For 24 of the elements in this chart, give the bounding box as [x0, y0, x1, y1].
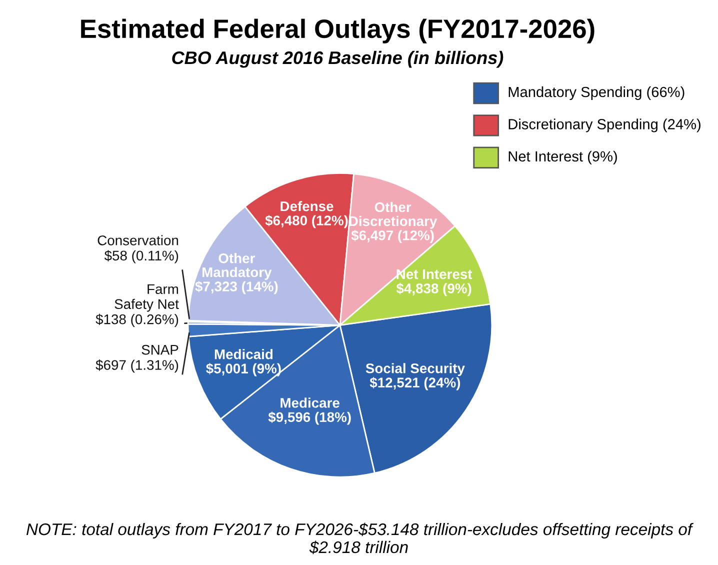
data-label: $4,838 (9%)	[396, 282, 472, 296]
text: Discretionary Spending (24%)	[508, 118, 700, 132]
data-label: $9,596 (18%)	[268, 412, 351, 425]
slice-label: Conservation	[98, 235, 178, 246]
data-label: $6,497 (12%)	[351, 230, 434, 244]
chart-subtitle: CBO August 2016 Baseline (in billions)	[172, 50, 504, 68]
slice-label: Other Mandatory	[202, 253, 272, 280]
slice-label: Medicare	[280, 398, 340, 408]
data-label: $6,480 (12%)	[265, 214, 348, 228]
text: Net Interest (9%)	[508, 150, 617, 164]
data-label: $7,323 (14%)	[195, 280, 278, 294]
data-label: $697 (1.31%)	[96, 360, 178, 373]
data-label: $12,521 (24%)	[370, 377, 460, 390]
slice-label: SNAP	[142, 344, 178, 355]
data-label: $58 (0.11%)	[104, 250, 178, 264]
text: NOTE: total outlays from FY2017 to FY2026-$53.148 trillion-excludes offsetting receipts of $2.918 trillion	[26, 522, 694, 554]
slice-label: Farm Safety Net	[114, 284, 179, 312]
slice-label: Social Security	[366, 363, 465, 376]
data-label: $138 (0.26%)	[96, 314, 178, 327]
text: Mandatory Spending (66%)	[508, 86, 684, 100]
chart-title: Estimated Federal Outlays (FY2017-2026)	[81, 18, 594, 44]
slice-label: Defense	[280, 200, 334, 212]
slice-label: Medicaid	[214, 349, 272, 360]
data-label: $5,001 (9%)	[206, 363, 281, 376]
